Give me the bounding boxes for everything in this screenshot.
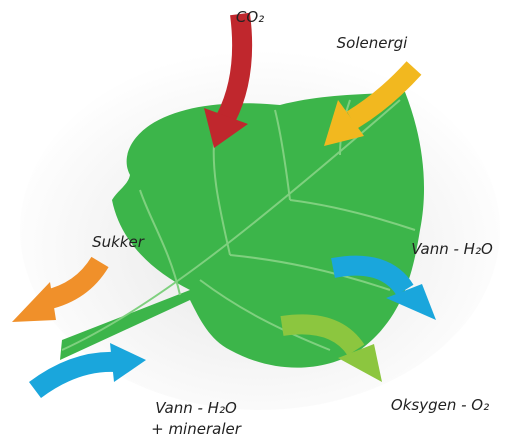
sun-label: Solenergi <box>337 34 409 52</box>
co2-label: CO₂ <box>236 8 264 26</box>
water-out-label: Vann - H₂O <box>411 240 493 258</box>
water-in-label: Vann - H₂O <box>155 399 237 417</box>
oxygen-label: Oksygen - O₂ <box>391 396 489 414</box>
sugar-label: Sukker <box>92 233 145 251</box>
photosynthesis-diagram: CO₂ Solenergi Sukker Vann - H₂O Vann - H… <box>0 0 518 440</box>
water-in-label: + mineraler <box>151 420 242 438</box>
page: CO₂ Solenergi Sukker Vann - H₂O Vann - H… <box>0 0 518 440</box>
